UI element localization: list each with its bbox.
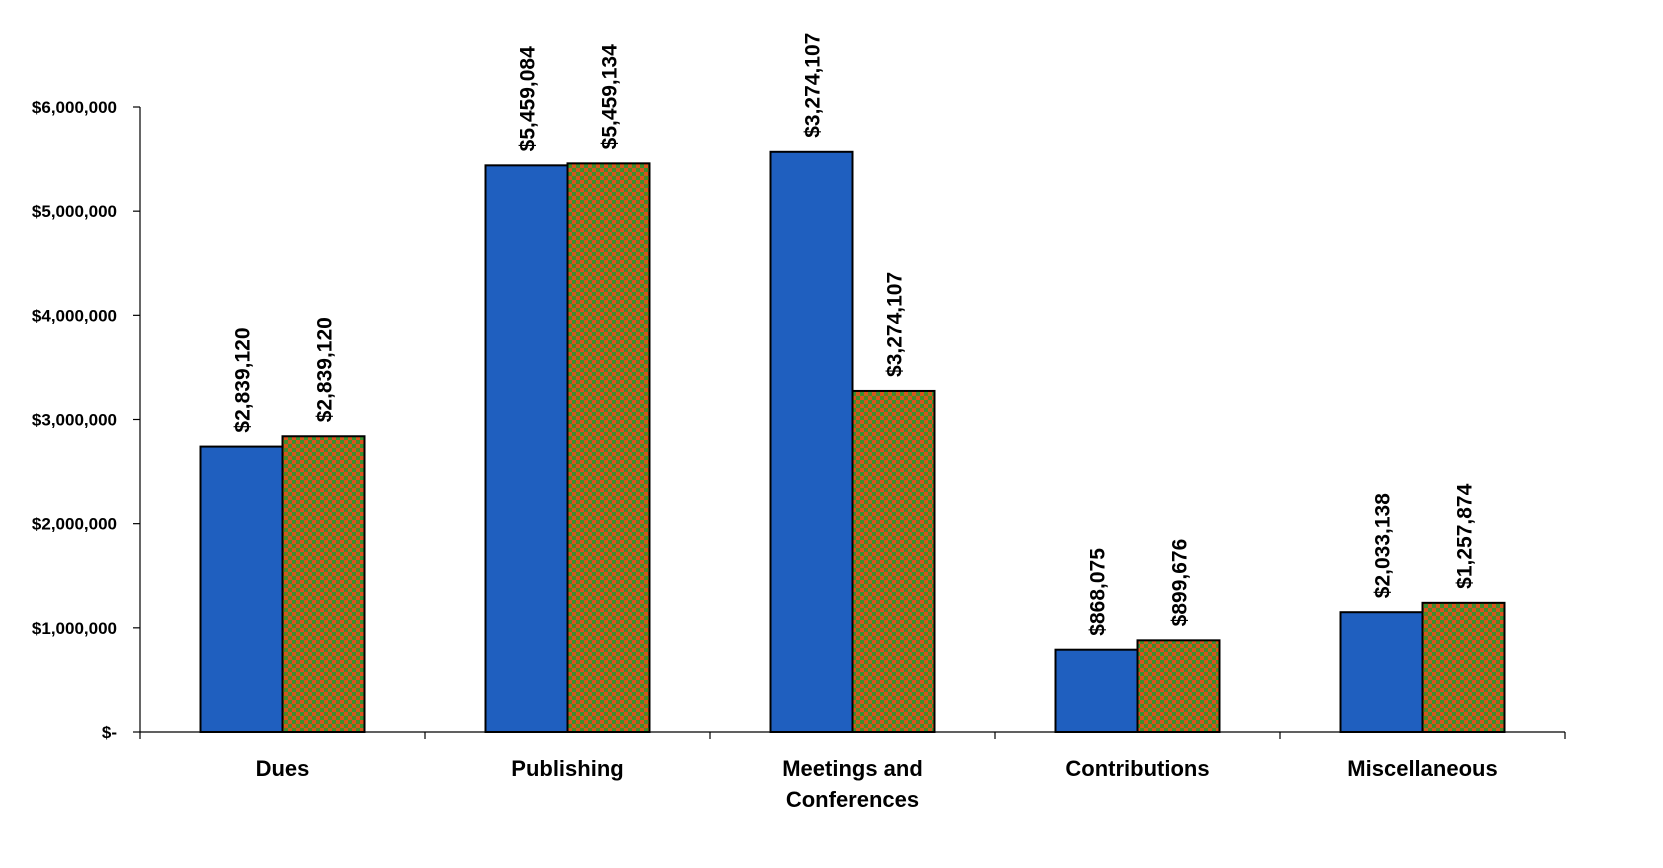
y-tick-label: $2,000,000 bbox=[32, 515, 117, 534]
bar-series-1 bbox=[1339, 611, 1424, 733]
bar-series-1 bbox=[1054, 648, 1139, 733]
y-tick-label: $4,000,000 bbox=[32, 306, 117, 325]
bar-series-2 bbox=[1421, 601, 1506, 733]
x-category-label: Contributions bbox=[1065, 756, 1209, 781]
bar-series-1 bbox=[769, 150, 854, 733]
x-category-label: Meetings and Conferences bbox=[782, 756, 923, 812]
y-tick-label: $1,000,000 bbox=[32, 619, 117, 638]
y-tick-label: $3,000,000 bbox=[32, 411, 117, 430]
bar-series-2 bbox=[1136, 639, 1221, 733]
data-label: $3,274,107 bbox=[884, 272, 907, 377]
data-label: $899,676 bbox=[1169, 539, 1192, 627]
data-label: $868,075 bbox=[1087, 548, 1110, 636]
y-tick-label: $6,000,000 bbox=[32, 98, 117, 117]
bar-series-1 bbox=[199, 445, 284, 733]
bar-series-2 bbox=[281, 435, 366, 733]
data-label: $3,274,107 bbox=[802, 33, 825, 138]
bar-series-1 bbox=[484, 164, 569, 734]
data-label: $2,839,120 bbox=[232, 327, 255, 432]
bar-series-2 bbox=[851, 389, 936, 733]
y-tick-label: $5,000,000 bbox=[32, 202, 117, 221]
x-category-label: Dues bbox=[256, 756, 310, 781]
data-label: $2,839,120 bbox=[314, 317, 337, 422]
data-label: $5,459,134 bbox=[599, 44, 622, 149]
data-label: $1,257,874 bbox=[1454, 483, 1477, 588]
data-label: $5,459,084 bbox=[517, 46, 540, 151]
data-label: $2,033,138 bbox=[1372, 493, 1395, 598]
y-tick-label: $- bbox=[102, 723, 117, 742]
bar-series-2 bbox=[566, 162, 651, 733]
x-category-label: Publishing bbox=[511, 756, 623, 781]
x-category-label: Miscellaneous bbox=[1347, 756, 1497, 781]
